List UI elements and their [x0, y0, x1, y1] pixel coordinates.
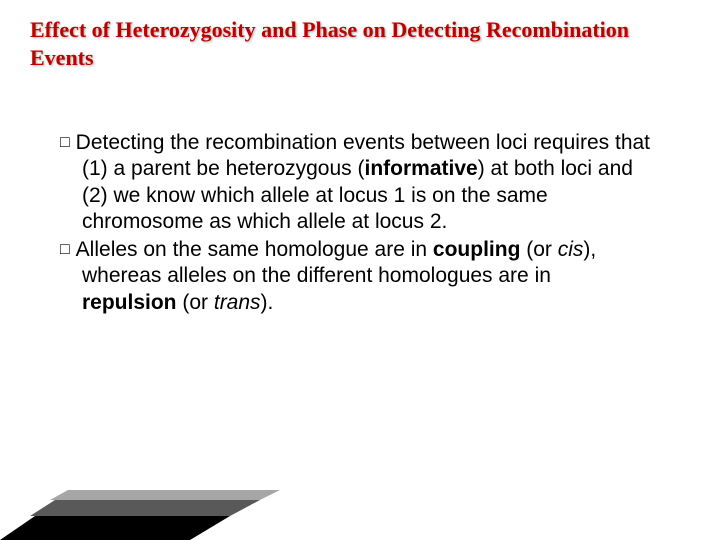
text-run: Detecting — [76, 131, 165, 154]
text-run: ). — [261, 291, 274, 314]
bullet-glyph: □ — [60, 241, 70, 258]
slide-title: Effect of Heterozygosity and Phase on De… — [30, 16, 680, 71]
text-run: cis — [558, 238, 584, 261]
text-run: trans — [214, 291, 261, 314]
bullet-item: □ Alleles on the same homologue are in co… — [60, 237, 650, 316]
text-run: coupling — [433, 238, 521, 261]
text-run: Alleles — [76, 238, 138, 261]
text-run: informative — [365, 157, 478, 180]
corner-decoration — [0, 480, 280, 540]
bullet-glyph: □ — [60, 134, 70, 151]
slide: Effect of Heterozygosity and Phase on De… — [0, 0, 720, 540]
text-run: (or — [177, 291, 214, 314]
text-run: (or — [520, 238, 557, 261]
slide-body: □Detecting the recombination events betw… — [60, 130, 650, 318]
text-run: repulsion — [82, 291, 177, 314]
text-run: on the same homologue are in — [138, 238, 433, 261]
bullet-item: □Detecting the recombination events betw… — [60, 130, 650, 235]
